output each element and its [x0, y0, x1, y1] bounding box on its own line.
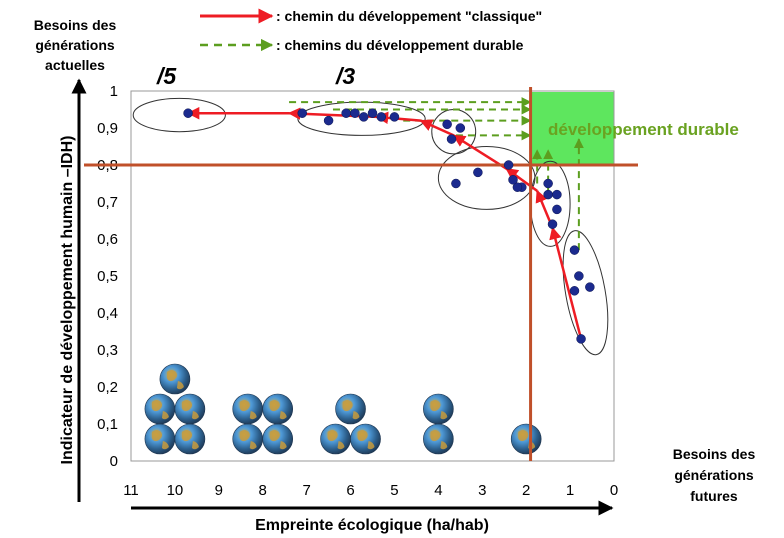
data-point — [569, 245, 580, 255]
data-point — [473, 167, 483, 178]
label-future-generations-2: générations — [674, 467, 754, 483]
data-point — [341, 108, 351, 118]
globe-continents — [357, 430, 375, 450]
y-tick-label: 1 — [110, 83, 118, 100]
globe-continents — [239, 430, 257, 450]
y-axis-title: Indicateur de développement humain –IDH) — [59, 136, 76, 465]
label-current-generations-3: actuelles — [45, 57, 105, 73]
y-tick-label: 0,6 — [97, 231, 118, 248]
x-tick-label: 7 — [302, 482, 310, 499]
legend-classic-label: : chemin du développement "classique" — [276, 8, 542, 24]
globe-continents — [151, 430, 169, 450]
data-point — [576, 334, 586, 344]
globe-continents — [151, 400, 169, 420]
x-tick-label: 0 — [610, 482, 618, 499]
data-point — [574, 271, 584, 281]
globe-continents — [430, 430, 448, 450]
globes — [144, 363, 542, 455]
data-point — [297, 108, 307, 118]
data-point — [585, 282, 595, 292]
data-point — [569, 286, 580, 296]
y-tick-label: 0,3 — [97, 342, 118, 359]
data-point — [547, 219, 558, 229]
data-point — [389, 112, 400, 122]
data-point — [543, 189, 553, 200]
cluster-ellipse — [431, 109, 477, 155]
x-tick-label: 9 — [215, 482, 223, 499]
globe-continents — [181, 400, 199, 420]
data-point — [350, 108, 360, 118]
globe-continents — [430, 400, 448, 420]
label-future-generations-3: futures — [690, 488, 738, 504]
y-tick-label: 0 — [110, 453, 118, 470]
globe-continents — [166, 370, 184, 390]
globe-continents — [239, 400, 257, 420]
data-point — [508, 175, 518, 185]
globe-continents — [181, 430, 199, 450]
y-tick-label: 0,4 — [97, 305, 118, 322]
cluster-ellipse — [132, 97, 226, 133]
globe-continents — [342, 400, 360, 420]
data-point — [455, 123, 466, 133]
data-point — [552, 189, 562, 200]
x-tick-label: 11 — [123, 482, 139, 499]
y-tick-label: 0,5 — [97, 268, 118, 285]
data-point — [451, 178, 461, 189]
x-tick-label: 8 — [259, 482, 267, 499]
label-current-generations-2: générations — [35, 37, 115, 53]
data-point — [446, 134, 457, 144]
classic-path-segment — [549, 226, 583, 340]
x-tick-label: 6 — [346, 482, 354, 499]
label-current-generations-1: Besoins des — [34, 17, 117, 33]
x-axis-title: Empreinte écologique (ha/hab) — [255, 517, 489, 534]
data-point — [543, 178, 553, 189]
cluster-ellipse — [437, 146, 536, 210]
cluster-ellipse — [562, 230, 609, 356]
x-tick-label: 2 — [522, 482, 530, 499]
x-tick-label: 3 — [478, 482, 486, 499]
data-point — [367, 108, 378, 118]
data-point — [503, 160, 514, 170]
y-tick-label: 0,2 — [97, 379, 118, 396]
classic-path-segment — [452, 134, 508, 170]
data-point — [442, 119, 452, 130]
label-future-generations-1: Besoins des — [673, 446, 756, 462]
data-point — [376, 112, 387, 122]
globe-continents — [269, 430, 287, 450]
y-tick-label: 0,9 — [97, 120, 118, 137]
data-point — [358, 112, 369, 122]
multiplier-5: /5 — [156, 63, 177, 89]
x-tick-label: 10 — [167, 482, 184, 499]
multiplier-3: /3 — [335, 63, 355, 89]
durable-paths — [289, 97, 584, 251]
y-tick-label: 0,7 — [97, 194, 118, 211]
data-point — [323, 115, 334, 126]
y-tick-label: 0,1 — [97, 416, 118, 433]
x-tick-label: 5 — [390, 482, 398, 499]
plot-area — [130, 90, 615, 462]
data-points — [183, 108, 595, 344]
x-tick-label: 1 — [566, 482, 574, 499]
globe-continents — [269, 400, 287, 420]
sustainable-zone-label: développement durable — [548, 120, 739, 139]
cluster-ellipse — [530, 160, 571, 247]
classic-path — [186, 106, 583, 340]
globe-continents — [327, 430, 345, 450]
data-point — [552, 204, 562, 215]
tick-labels: 11 10 9 8 7 6 5 4 3 2 1 000,10,20,30,40,50,60,70,80… — [97, 83, 618, 499]
data-point — [512, 182, 523, 192]
legend-durable-label: : chemins du développement durable — [276, 37, 524, 53]
classic-path-segment — [419, 119, 455, 137]
x-tick-label: 4 — [434, 482, 442, 499]
data-point — [183, 108, 193, 118]
